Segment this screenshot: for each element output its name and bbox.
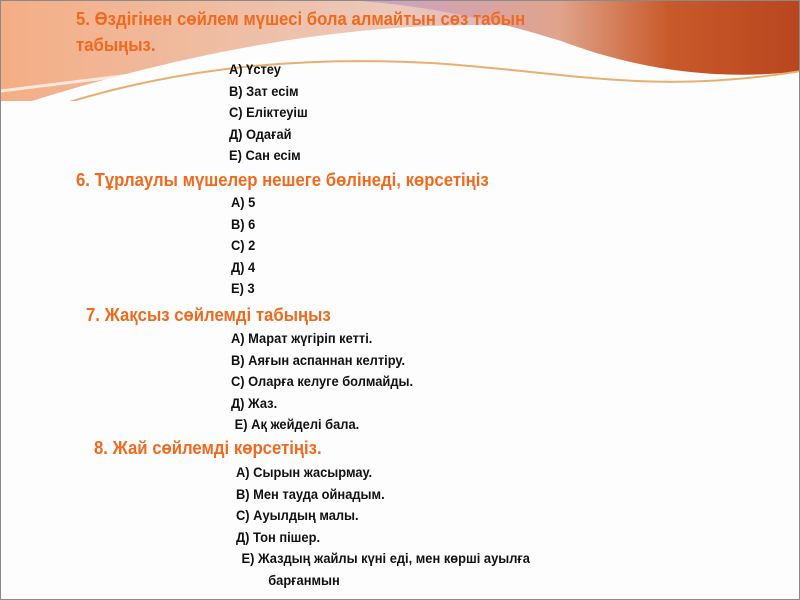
question-7-options: А) Марат жүгіріп кетті. В) Аяғын аспанна… bbox=[231, 328, 413, 436]
question-7-title: 7. Жақсыз сөйлемді табыңыз bbox=[86, 302, 331, 328]
option: Д) Тон пішер. bbox=[236, 528, 321, 545]
option: А) Сырын жасырмау. bbox=[236, 464, 373, 480]
question-6-title-line1: 6. Тұрлаулы мүшелер нешеге бөлінеді, көр… bbox=[76, 170, 489, 190]
option: Е) 3 bbox=[231, 280, 255, 296]
question-8-title: 8. Жай сөйлемді көрсетіңіз. bbox=[94, 435, 322, 461]
option: С) Ауылдың малы. bbox=[236, 507, 359, 523]
question-8-options: А) Сырын жасырмау. В) Мен тауда ойнадым.… bbox=[236, 462, 530, 591]
option: А) Марат жүгіріп кетті. bbox=[231, 330, 373, 346]
option: Д) Одағай bbox=[229, 125, 292, 142]
question-5-title-line2: табыңыз. bbox=[76, 35, 156, 55]
option: В) Аяғын аспаннан келтіру. bbox=[231, 351, 406, 368]
option: В) Зат есім bbox=[229, 82, 299, 99]
option: Д) Жаз. bbox=[231, 394, 278, 411]
option: С) Еліктеуіш bbox=[229, 104, 308, 120]
option: В) Мен тауда ойнадым. bbox=[236, 485, 385, 502]
option-continuation: барғанмын bbox=[268, 571, 340, 588]
question-6-options: А) 5 В) 6 С) 2 Д) 4 Е) 3 bbox=[231, 192, 255, 300]
question-7-title-line1: 7. Жақсыз сөйлемді табыңыз bbox=[86, 305, 331, 325]
option: А) 5 bbox=[231, 194, 256, 210]
option: С) 2 bbox=[231, 237, 256, 253]
question-6-title: 6. Тұрлаулы мүшелер нешеге бөлінеді, көр… bbox=[76, 167, 489, 193]
option: С) Оларға келуге болмайды. bbox=[231, 373, 414, 389]
header-swoosh-decoration bbox=[1, 1, 799, 101]
question-5-title-line1: 5. Өздігінен сөйлем мүшесі бола алмайтын… bbox=[76, 9, 526, 29]
option: В) 6 bbox=[231, 215, 256, 232]
option: Е) Ақ жейделі бала. bbox=[234, 416, 360, 432]
question-5-options: А) Үстеу В) Зат есім С) Еліктеуіш Д) Ода… bbox=[229, 59, 308, 167]
question-8-title-line1: 8. Жай сөйлемді көрсетіңіз. bbox=[94, 438, 322, 458]
option: А) Үстеу bbox=[229, 61, 281, 77]
option: Д) 4 bbox=[231, 258, 256, 275]
option: Е) Сан есім bbox=[229, 147, 301, 163]
question-5-title: 5. Өздігінен сөйлем мүшесі бола алмайтын… bbox=[76, 6, 525, 58]
option: Е) Жаздың жайлы күні еді, мен көрші ауыл… bbox=[241, 550, 530, 566]
